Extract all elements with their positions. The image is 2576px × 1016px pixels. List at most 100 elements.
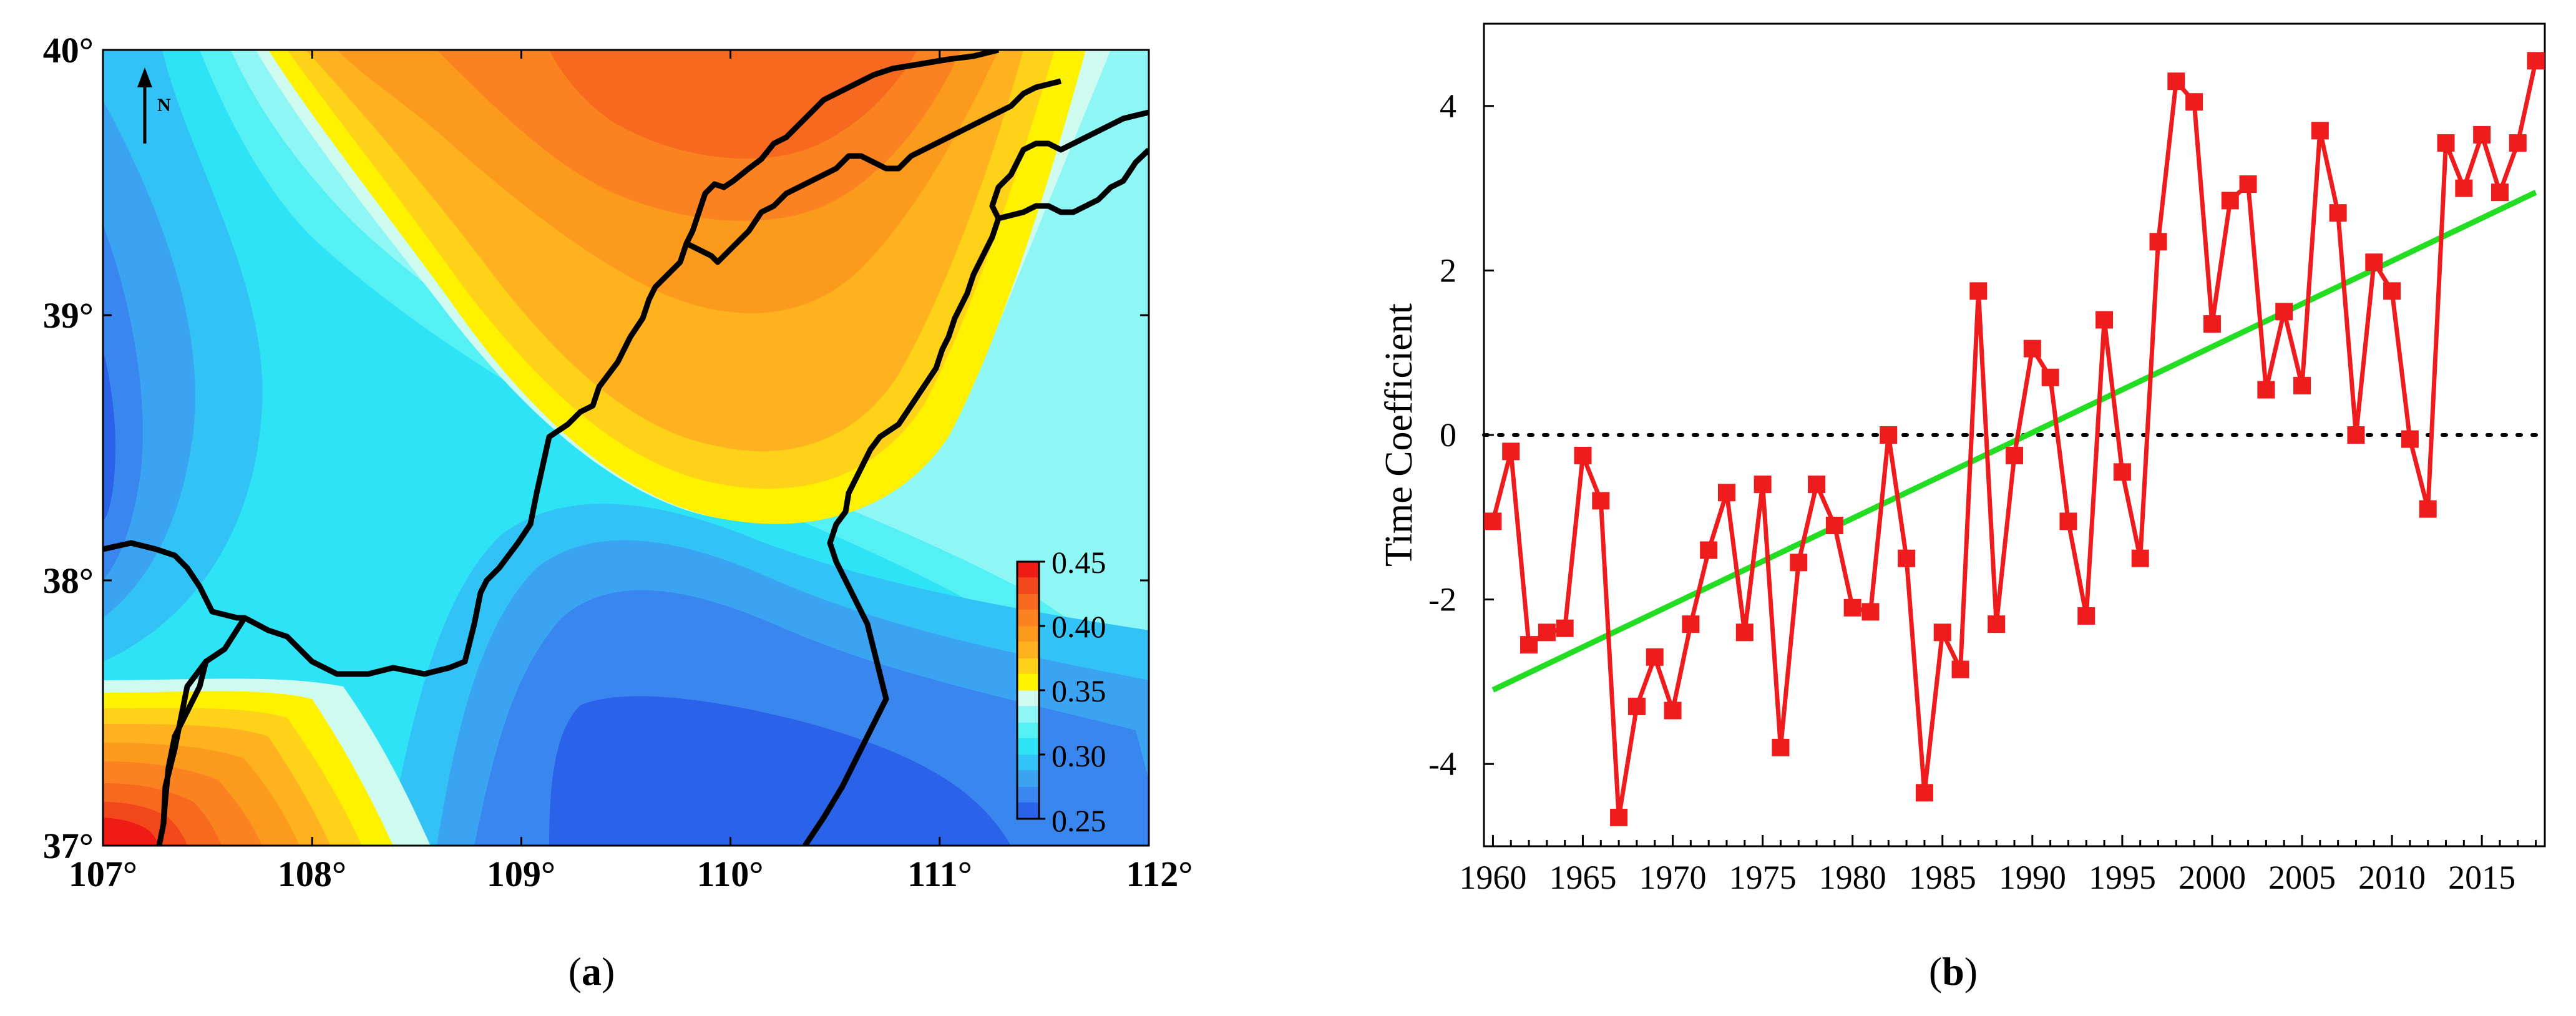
data-point-1980 bbox=[1843, 598, 1861, 617]
data-point-1984 bbox=[1915, 784, 1933, 802]
data-point-1991 bbox=[2041, 368, 2059, 386]
province-boundaries bbox=[103, 50, 1149, 846]
data-point-2010 bbox=[2383, 282, 2401, 300]
data-point-1970 bbox=[1664, 701, 1682, 720]
lat-label-38: 38° bbox=[43, 560, 94, 601]
north-arrow: N bbox=[137, 67, 171, 144]
x-tick-label: 2015 bbox=[2448, 859, 2515, 896]
x-tick-label: 1985 bbox=[1909, 859, 1976, 896]
data-point-1992 bbox=[2059, 512, 2077, 530]
colorbar-level bbox=[1017, 626, 1039, 642]
data-point-2007 bbox=[2329, 204, 2347, 222]
lat-label-39: 39° bbox=[43, 295, 94, 336]
contour-band-west-0250 bbox=[103, 349, 115, 521]
data-point-1989 bbox=[2006, 446, 2023, 464]
data-point-2009 bbox=[2365, 253, 2383, 271]
data-point-1974 bbox=[1735, 623, 1754, 642]
data-point-1975 bbox=[1754, 476, 1772, 494]
y-tick-label: 4 bbox=[1440, 87, 1456, 125]
colorbar bbox=[1016, 560, 1045, 820]
data-point-1995 bbox=[2113, 463, 2131, 481]
contour-band-southeast-0250 bbox=[549, 696, 1011, 846]
trend-line bbox=[1491, 190, 2537, 693]
colorbar-label-035: 0.35 bbox=[1051, 673, 1106, 708]
data-point-1973 bbox=[1717, 484, 1735, 502]
colorbar-level bbox=[1017, 802, 1039, 819]
colorbar-level bbox=[1017, 755, 1039, 771]
x-tick-label: 1975 bbox=[1729, 859, 1797, 896]
lon-label-111: 111° bbox=[907, 854, 972, 894]
map-lon-labels: 107° 108° 109° 110° 111° 112° bbox=[69, 854, 1193, 894]
data-point-1961 bbox=[1502, 442, 1520, 461]
series-layer bbox=[1484, 52, 2545, 826]
x-tick-label: 1995 bbox=[2089, 859, 2156, 896]
data-point-1988 bbox=[1988, 615, 2006, 633]
x-tick-label: 2010 bbox=[2358, 859, 2426, 896]
data-point-1982 bbox=[1880, 426, 1898, 444]
data-point-2005 bbox=[2293, 376, 2311, 394]
panel-b-line-chart: 4 2 0 -2 -4 1960 1965 1970 1975 1980 1985 1990 1995… bbox=[1378, 22, 2547, 994]
data-point-1964 bbox=[1556, 619, 1574, 637]
y-tick-label: 0 bbox=[1440, 416, 1456, 454]
colorbar-label-030: 0.30 bbox=[1051, 738, 1106, 773]
y-tick-label: -4 bbox=[1428, 745, 1456, 783]
y-axis-label: Time Coefficient bbox=[1378, 303, 1420, 567]
x-tick-label: 1980 bbox=[1819, 859, 1886, 896]
data-point-1986 bbox=[1951, 660, 1969, 678]
x-tick-label: 1970 bbox=[1639, 859, 1707, 896]
map-frame bbox=[102, 49, 1150, 847]
data-point-1962 bbox=[1520, 636, 1538, 654]
data-point-1996 bbox=[2131, 549, 2149, 567]
lon-label-110: 110° bbox=[697, 854, 764, 894]
data-point-2018 bbox=[2527, 52, 2545, 70]
data-point-1998 bbox=[2167, 72, 2185, 90]
colorbar-label-045: 0.45 bbox=[1051, 545, 1106, 580]
data-point-1976 bbox=[1772, 738, 1790, 756]
x-tick-label: 1990 bbox=[1999, 859, 2066, 896]
x-tick-label: 2005 bbox=[2268, 859, 2336, 896]
data-point-2012 bbox=[2419, 500, 2437, 518]
data-point-2002 bbox=[2239, 175, 2257, 193]
boundary-line-main bbox=[156, 50, 1000, 846]
colorbar-level bbox=[1017, 705, 1039, 723]
data-point-1990 bbox=[2023, 339, 2041, 358]
data-point-2008 bbox=[2347, 426, 2365, 444]
colorbar-level bbox=[1017, 593, 1039, 610]
colorbar-label-025: 0.25 bbox=[1051, 803, 1106, 838]
data-point-1965 bbox=[1574, 446, 1592, 464]
colorbar-labels: 0.45 0.40 0.35 0.30 0.25 bbox=[1051, 545, 1106, 838]
data-point-1985 bbox=[1933, 623, 1951, 642]
boundary-line-west bbox=[103, 540, 245, 621]
data-point-2016 bbox=[2491, 183, 2509, 202]
data-point-1966 bbox=[1592, 492, 1610, 510]
lon-label-108: 108° bbox=[278, 854, 346, 894]
data-point-1978 bbox=[1808, 476, 1826, 494]
colorbar-level bbox=[1017, 641, 1039, 658]
data-point-2011 bbox=[2401, 430, 2419, 448]
data-point-1972 bbox=[1700, 541, 1718, 559]
data-point-2015 bbox=[2473, 125, 2491, 144]
colorbar-level bbox=[1017, 786, 1039, 803]
panel-b-caption: (b) bbox=[1929, 949, 1978, 994]
data-point-1977 bbox=[1790, 554, 1808, 572]
trend-line-layer bbox=[1491, 190, 2537, 693]
colorbar-level bbox=[1017, 769, 1039, 787]
boundary-line-northeast bbox=[997, 147, 1149, 222]
y-tick-label: 2 bbox=[1440, 252, 1456, 289]
data-point-2013 bbox=[2437, 134, 2455, 152]
data-point-2000 bbox=[2203, 315, 2221, 333]
colorbar-level bbox=[1017, 690, 1039, 706]
lon-label-107: 107° bbox=[69, 854, 137, 894]
data-point-2014 bbox=[2455, 179, 2473, 197]
x-axis-ticks: 1960 1965 1970 1975 1980 1985 1990 1995 2000 2005… bbox=[1459, 835, 2537, 896]
data-point-1997 bbox=[2149, 233, 2167, 251]
panel-a-caption-letter: a bbox=[582, 949, 602, 994]
colorbar-level bbox=[1017, 738, 1039, 755]
panel-b-caption-open: ( bbox=[1929, 949, 1942, 994]
boundary-line-southwest bbox=[160, 660, 209, 824]
lat-label-37: 37° bbox=[43, 826, 94, 866]
colorbar-level bbox=[1017, 722, 1039, 738]
data-point-2006 bbox=[2311, 122, 2329, 140]
x-tick-label: 2000 bbox=[2178, 859, 2246, 896]
